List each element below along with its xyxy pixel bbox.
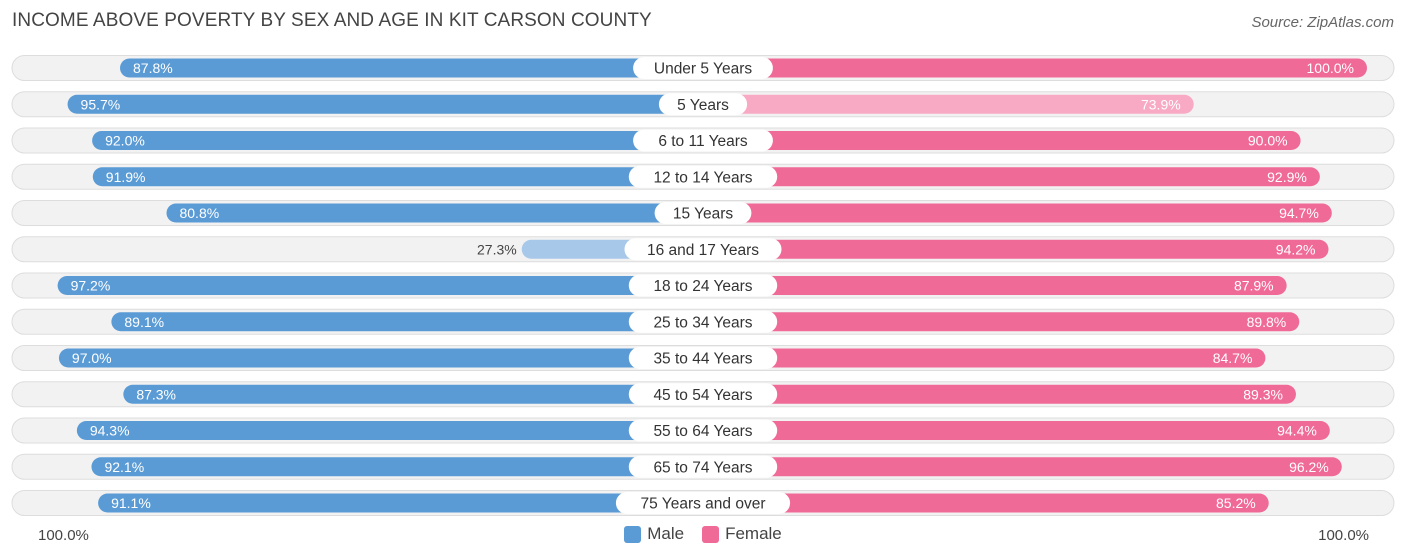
label-male-12-to-14-years: 91.9% xyxy=(106,169,146,185)
category-label-35-to-44-years: 35 to 44 Years xyxy=(653,351,752,368)
bar-female-6-to-11-years[interactable] xyxy=(703,131,1301,150)
label-female-45-to-54-years: 89.3% xyxy=(1243,386,1283,402)
bar-male-65-to-74-years[interactable] xyxy=(91,457,704,477)
label-male-35-to-44-years: 97.0% xyxy=(72,350,112,366)
label-female-75-years-and-over: 85.2% xyxy=(1216,495,1256,511)
category-label-15-years: 15 Years xyxy=(673,206,734,223)
legend-swatch-male xyxy=(624,525,642,543)
label-male-75-years-and-over: 91.1% xyxy=(111,495,151,511)
label-female-55-to-64-years: 94.4% xyxy=(1277,423,1317,439)
category-label-under-5-years: Under 5 Years xyxy=(654,61,752,78)
bar-male-45-to-54-years[interactable] xyxy=(123,384,703,404)
label-male-under-5-years: 87.8% xyxy=(133,60,173,76)
bar-female-35-to-44-years[interactable] xyxy=(703,348,1266,368)
bar-male-6-to-11-years[interactable] xyxy=(92,131,704,150)
bar-male-18-to-24-years[interactable] xyxy=(57,276,704,295)
category-label-75-years-and-over: 75 Years and over xyxy=(641,496,766,513)
category-label-25-to-34-years: 25 to 34 Years xyxy=(653,314,752,331)
category-label-6-to-11-years: 6 to 11 Years xyxy=(658,133,748,150)
category-label-12-to-14-years: 12 to 14 Years xyxy=(653,169,752,186)
label-female-65-to-74-years: 96.2% xyxy=(1289,459,1329,475)
label-male-6-to-11-years: 92.0% xyxy=(105,133,145,149)
category-label-45-to-54-years: 45 to 54 Years xyxy=(653,387,752,404)
bar-female-16-and-17-years[interactable] xyxy=(703,239,1329,259)
bar-male-25-to-34-years[interactable] xyxy=(111,312,704,332)
category-pill-under-5-years xyxy=(633,57,773,79)
legend-label-male: Male xyxy=(647,524,685,543)
bar-male-75-years-and-over[interactable] xyxy=(98,493,703,513)
label-female-18-to-24-years: 87.9% xyxy=(1234,278,1274,294)
bar-male-15-years[interactable] xyxy=(166,203,703,223)
category-label-5-years: 5 Years xyxy=(677,97,729,114)
legend-label-female: Female xyxy=(725,524,782,543)
bar-male-5-years[interactable] xyxy=(67,94,703,114)
legend: Male Female xyxy=(0,524,1406,544)
bar-female-75-years-and-over[interactable] xyxy=(703,493,1269,513)
label-male-15-years: 80.8% xyxy=(179,205,219,221)
label-female-12-to-14-years: 92.9% xyxy=(1267,169,1307,185)
category-label-65-to-74-years: 65 to 74 Years xyxy=(653,459,752,476)
category-pill-6-to-11-years xyxy=(633,129,773,152)
category-pill-45-to-54-years xyxy=(628,383,778,406)
bar-female-12-to-14-years[interactable] xyxy=(703,167,1320,187)
legend-swatch-female xyxy=(702,525,720,543)
axis-label-right: 100.0% xyxy=(1318,527,1369,544)
label-male-16-and-17-years: 27.3% xyxy=(477,241,517,257)
bar-female-18-to-24-years[interactable] xyxy=(703,276,1287,295)
category-pill-12-to-14-years xyxy=(628,165,778,188)
bar-female-65-to-74-years[interactable] xyxy=(703,457,1342,477)
bar-female-5-years[interactable] xyxy=(703,94,1194,114)
category-label-55-to-64-years: 55 to 64 Years xyxy=(653,423,752,440)
label-female-under-5-years: 100.0% xyxy=(1307,60,1354,76)
category-pill-35-to-44-years xyxy=(628,347,778,369)
label-female-5-years: 73.9% xyxy=(1141,96,1181,112)
category-pill-16-and-17-years xyxy=(624,238,782,261)
label-male-18-to-24-years: 97.2% xyxy=(71,278,111,294)
category-label-18-to-24-years: 18 to 24 Years xyxy=(653,278,752,295)
category-pill-75-years-and-over xyxy=(615,492,791,514)
label-male-45-to-54-years: 87.3% xyxy=(136,386,176,402)
legend-item-female[interactable]: Female xyxy=(702,524,782,544)
bar-male-under-5-years[interactable] xyxy=(120,58,704,78)
category-pill-15-years xyxy=(654,202,752,224)
label-female-15-years: 94.7% xyxy=(1279,205,1319,221)
category-pill-18-to-24-years xyxy=(628,274,778,297)
bar-female-45-to-54-years[interactable] xyxy=(703,384,1296,404)
bar-female-15-years[interactable] xyxy=(703,203,1332,223)
axis-label-left: 100.0% xyxy=(38,527,89,544)
bar-male-12-to-14-years[interactable] xyxy=(92,167,703,187)
bar-female-under-5-years[interactable] xyxy=(703,58,1367,78)
legend-item-male[interactable]: Male xyxy=(624,524,684,544)
category-pill-5-years xyxy=(658,93,748,116)
label-female-6-to-11-years: 90.0% xyxy=(1248,133,1288,149)
source-label: Source: ZipAtlas.com xyxy=(1251,14,1394,31)
label-male-25-to-34-years: 89.1% xyxy=(124,314,164,330)
bar-female-55-to-64-years[interactable] xyxy=(703,421,1330,440)
label-female-25-to-34-years: 89.8% xyxy=(1247,314,1287,330)
category-pill-65-to-74-years xyxy=(628,455,778,478)
bar-male-55-to-64-years[interactable] xyxy=(76,421,703,440)
bar-female-25-to-34-years[interactable] xyxy=(703,312,1300,332)
label-male-65-to-74-years: 92.1% xyxy=(104,459,144,475)
category-label-16-and-17-years: 16 and 17 Years xyxy=(647,242,759,259)
label-female-16-and-17-years: 94.2% xyxy=(1276,241,1316,257)
chart-title: INCOME ABOVE POVERTY BY SEX AND AGE IN K… xyxy=(12,10,652,31)
label-female-35-to-44-years: 84.7% xyxy=(1213,350,1253,366)
category-pill-25-to-34-years xyxy=(628,310,778,333)
category-pill-55-to-64-years xyxy=(628,419,778,442)
bar-male-35-to-44-years[interactable] xyxy=(58,348,704,368)
label-male-55-to-64-years: 94.3% xyxy=(90,423,130,439)
label-male-5-years: 95.7% xyxy=(81,96,121,112)
